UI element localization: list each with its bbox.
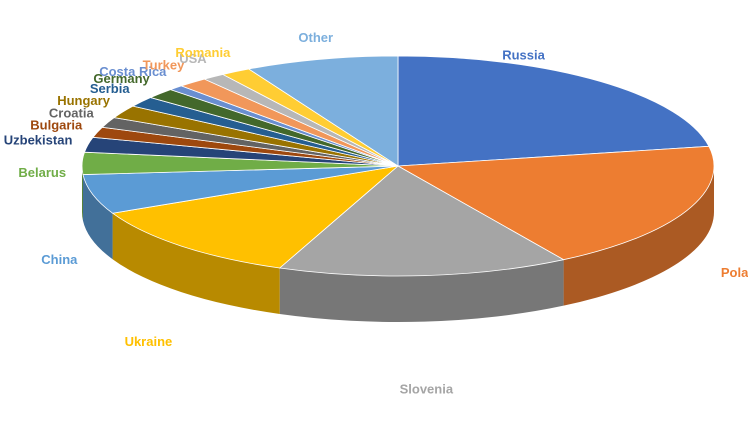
pie-slice-russia xyxy=(397,55,710,167)
label-romania: Romania xyxy=(175,45,231,60)
label-hungary: Hungary xyxy=(57,93,111,108)
label-ukraine: Ukraine xyxy=(125,334,173,349)
pie-side-belarus xyxy=(82,166,83,221)
label-uzbekistan: Uzbekistan xyxy=(4,132,73,147)
label-costa-rica: Costa Rica xyxy=(99,64,167,79)
label-poland: Poland xyxy=(721,265,748,280)
label-slovenia: Slovenia xyxy=(400,382,454,397)
pie-slice-other xyxy=(247,55,399,167)
label-other: Other xyxy=(298,30,333,45)
label-russia: Russia xyxy=(502,48,545,63)
label-croatia: Croatia xyxy=(49,106,95,121)
pie-side-china xyxy=(82,174,113,260)
pie-side-ukraine xyxy=(112,213,280,315)
label-bulgaria: Bulgaria xyxy=(30,118,83,133)
label-belarus: Belarus xyxy=(18,165,66,180)
label-serbia: Serbia xyxy=(90,81,131,96)
pie-slice-poland xyxy=(396,145,715,261)
pie-slice-ukraine xyxy=(111,165,400,269)
pie-side-slovenia xyxy=(279,259,564,322)
pie-sides xyxy=(82,166,715,322)
pie-slice-slovenia xyxy=(278,165,565,277)
pie-side-poland xyxy=(563,166,715,306)
label-turkey: Turkey xyxy=(143,58,185,73)
label-germany: Germany xyxy=(93,71,150,86)
pie-top-faces xyxy=(81,55,715,277)
label-usa: USA xyxy=(179,51,207,66)
label-china: China xyxy=(41,252,78,267)
pie-labels: Russia Poland Slovenia Ukraine China Belarus U… xyxy=(4,30,748,397)
